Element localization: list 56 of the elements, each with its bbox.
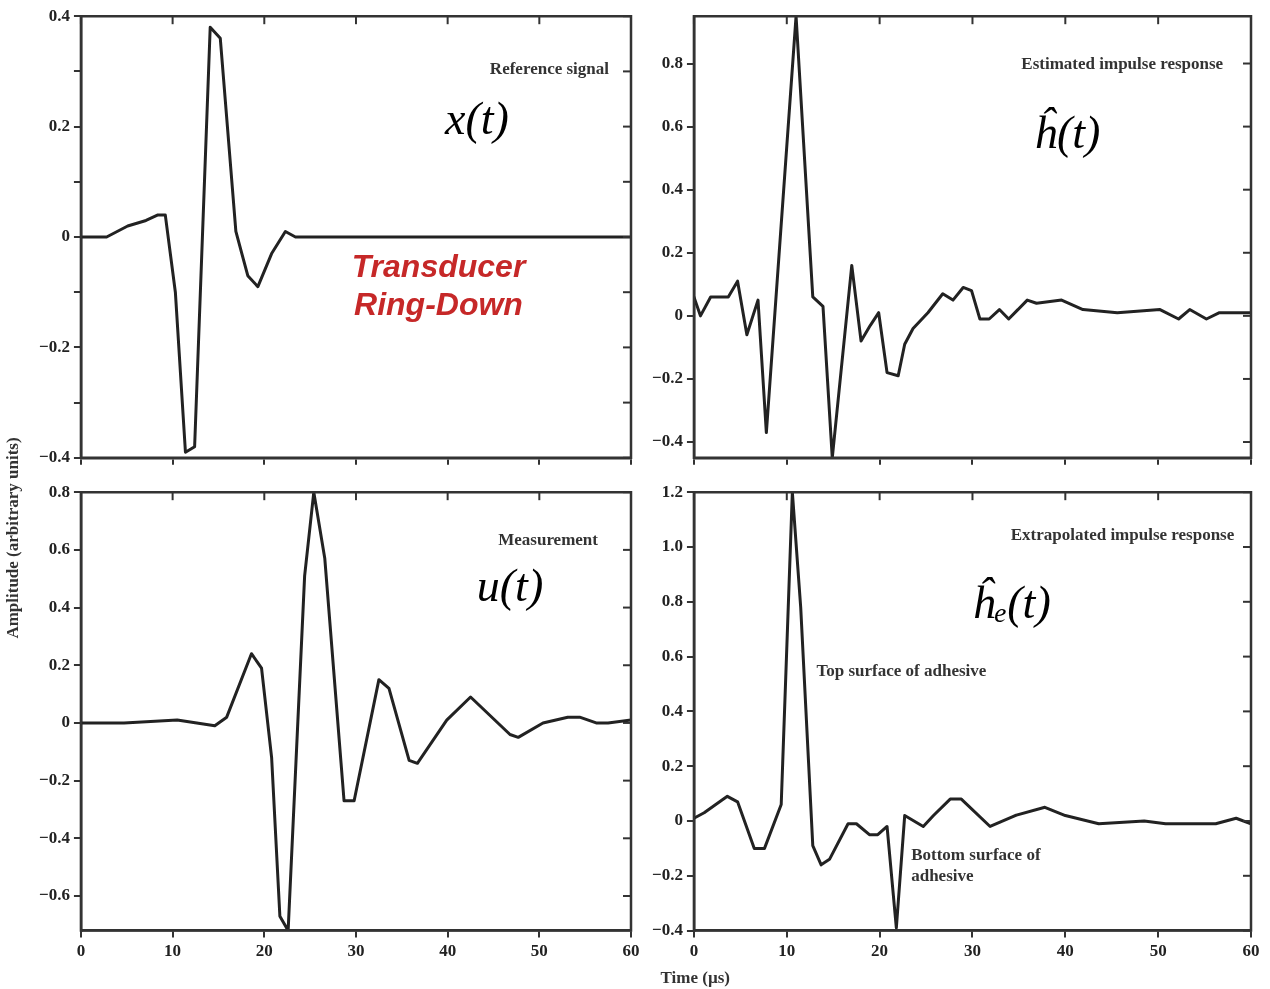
x-tick-label: 0 xyxy=(76,941,86,961)
y-tick-label: −0.2 xyxy=(39,336,70,356)
y-tick-label: 0.4 xyxy=(661,179,684,199)
x-tick-label: 20 xyxy=(871,941,889,961)
y-tick-label: 0.4 xyxy=(661,700,684,720)
annotation: Transducer Ring-Down xyxy=(351,247,527,323)
y-tick-label: 1.0 xyxy=(661,536,683,556)
annotation: x(t) xyxy=(444,93,509,145)
y-tick-label: 0 xyxy=(61,712,70,732)
y-tick-label: 0.2 xyxy=(48,115,70,135)
y-tick-label: 0 xyxy=(674,305,683,325)
x-tick-label: 30 xyxy=(347,941,365,961)
x-tick-label: 50 xyxy=(530,941,548,961)
x-tick-label: 60 xyxy=(1242,941,1260,961)
y-tick-label: −0.4 xyxy=(39,827,71,847)
annotation: u(t) xyxy=(476,559,544,611)
annotation: Bottom surface of adhesive xyxy=(911,845,1041,885)
x-tick-label: 40 xyxy=(1056,941,1074,961)
x-tick-label: 40 xyxy=(439,941,457,961)
annotation: Estimated impulse response xyxy=(1021,54,1224,74)
y-axis-title: Amplitude (arbitrary units) xyxy=(3,437,23,639)
annotation: Reference signal xyxy=(489,58,610,78)
y-tick-label: −0.2 xyxy=(652,865,683,885)
y-tick-label: 0 xyxy=(674,810,683,830)
y-tick-label: 0.6 xyxy=(661,115,683,135)
y-tick-label: 0.8 xyxy=(661,591,683,611)
y-tick-label: 0.8 xyxy=(48,481,70,501)
annotation: Extrapolated impulse response xyxy=(1010,525,1235,545)
annotation: ĥ(t) xyxy=(1033,106,1101,158)
y-tick-label: −0.4 xyxy=(652,919,684,939)
annotation: Measurement xyxy=(498,529,599,549)
annotation: Top surface of adhesive xyxy=(816,661,987,681)
x-tick-label: 30 xyxy=(963,941,981,961)
y-tick-label: 0.4 xyxy=(48,596,71,616)
y-tick-label: 0 xyxy=(61,226,70,246)
x-axis-title: Time (µs) xyxy=(660,968,730,988)
x-tick-label: 10 xyxy=(778,941,796,961)
y-tick-label: 0.6 xyxy=(48,539,70,559)
y-tick-label: 0.8 xyxy=(661,52,683,72)
y-tick-label: −0.4 xyxy=(39,447,71,467)
y-tick-label: −0.2 xyxy=(39,770,70,790)
y-tick-label: 0.2 xyxy=(661,755,683,775)
x-tick-label: 60 xyxy=(622,941,640,961)
y-tick-label: 0.2 xyxy=(661,242,683,262)
x-tick-label: 50 xyxy=(1149,941,1167,961)
annotation: ĥₑ(t) xyxy=(972,577,1051,629)
x-tick-label: 20 xyxy=(255,941,273,961)
y-tick-label: 1.2 xyxy=(661,481,683,501)
y-tick-label: −0.4 xyxy=(652,431,684,451)
y-tick-label: −0.6 xyxy=(39,885,70,905)
x-tick-label: 10 xyxy=(164,941,182,961)
x-tick-label: 0 xyxy=(689,941,699,961)
y-tick-label: 0.4 xyxy=(48,5,71,25)
y-tick-label: 0.2 xyxy=(48,654,70,674)
y-tick-label: −0.2 xyxy=(652,368,683,388)
y-tick-label: 0.6 xyxy=(661,645,683,665)
